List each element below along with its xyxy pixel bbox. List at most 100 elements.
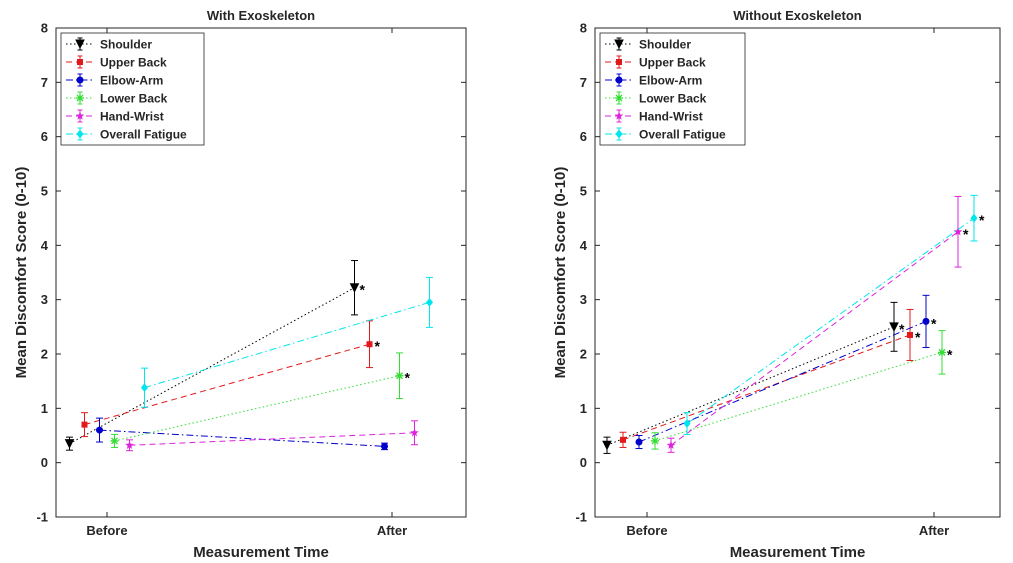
data-point bbox=[64, 439, 75, 449]
significance-star: * bbox=[979, 212, 985, 228]
data-point bbox=[651, 436, 659, 445]
y-tick-label: 8 bbox=[41, 21, 48, 36]
data-point bbox=[602, 440, 612, 451]
data-point bbox=[81, 421, 88, 428]
legend-marker bbox=[75, 111, 85, 120]
legend-label: Overall Fatigue bbox=[639, 128, 726, 142]
series-upper-back: * bbox=[81, 320, 381, 438]
series-lower-back: * bbox=[651, 330, 953, 450]
legend-item: Upper Back bbox=[605, 55, 706, 70]
data-point bbox=[395, 371, 404, 380]
significance-star: * bbox=[947, 346, 953, 362]
legend-box bbox=[599, 32, 746, 146]
legend-label: Shoulder bbox=[639, 38, 691, 52]
significance-star: * bbox=[360, 282, 366, 298]
legend-marker bbox=[76, 94, 84, 102]
legend-label: Lower Back bbox=[100, 92, 168, 106]
data-point bbox=[426, 297, 433, 307]
chart-title: With Exoskeleton bbox=[207, 8, 315, 23]
y-tick-label: 5 bbox=[41, 184, 48, 199]
legend-item: Hand-Wrist bbox=[66, 109, 164, 124]
legend-label: Elbow-Arm bbox=[100, 74, 163, 88]
legend-label: Elbow-Arm bbox=[639, 74, 702, 88]
legend-item: Upper Back bbox=[66, 55, 167, 70]
data-point bbox=[683, 419, 691, 429]
legend-marker bbox=[75, 39, 85, 50]
data-point bbox=[141, 383, 148, 393]
y-tick-label: 1 bbox=[41, 401, 48, 416]
x-axis-label: Measurement Time bbox=[730, 544, 866, 561]
y-tick-label: 0 bbox=[41, 455, 48, 470]
significance-star: * bbox=[963, 226, 969, 242]
data-point bbox=[366, 341, 373, 348]
significance-star: * bbox=[931, 315, 937, 331]
legend-label: Hand-Wrist bbox=[639, 110, 703, 124]
data-point bbox=[125, 440, 134, 449]
chart-panel-1: -1 0 1 2 3 4 5 6 7 8 Before After With Exoskeleton Me… bbox=[13, 8, 467, 561]
y-tick-label: 7 bbox=[41, 75, 48, 90]
data-point bbox=[635, 438, 643, 446]
y-tick-label: 7 bbox=[580, 75, 587, 90]
data-point bbox=[666, 440, 676, 449]
legend-item: Lower Back bbox=[66, 91, 168, 106]
legend-marker bbox=[615, 94, 623, 102]
legend: Shoulder Upper Back Elbow-Arm Lower Back Han… bbox=[60, 32, 205, 146]
series-overall-fatigue bbox=[141, 276, 433, 408]
y-tick-label: 3 bbox=[580, 292, 587, 307]
y-tick-label: 8 bbox=[580, 21, 587, 36]
y-tick-label: 4 bbox=[41, 238, 49, 253]
legend-label: Shoulder bbox=[100, 38, 152, 52]
data-point bbox=[96, 426, 103, 434]
y-tick-label: 2 bbox=[41, 347, 48, 362]
legend-item: Overall Fatigue bbox=[66, 127, 187, 142]
y-tick-label: 0 bbox=[580, 455, 587, 470]
significance-star: * bbox=[405, 370, 411, 386]
x-tick-label: After bbox=[377, 523, 407, 538]
legend-marker bbox=[614, 111, 624, 120]
data-point bbox=[907, 331, 913, 338]
legend-item: Shoulder bbox=[66, 37, 152, 52]
y-axis-label: Mean Discomfort Score (0-10) bbox=[13, 167, 30, 379]
legend-label: Overall Fatigue bbox=[100, 128, 187, 142]
data-point bbox=[620, 436, 626, 443]
series-line bbox=[129, 432, 415, 446]
legend-item: Lower Back bbox=[605, 91, 707, 106]
series-line bbox=[99, 429, 385, 447]
data-point bbox=[349, 283, 360, 293]
series-line bbox=[686, 217, 975, 424]
series-overall-fatigue: * bbox=[683, 194, 985, 435]
series-line bbox=[638, 320, 927, 443]
series-upper-back: * bbox=[619, 308, 921, 448]
data-point bbox=[938, 348, 946, 357]
series-line bbox=[622, 334, 911, 441]
legend-label: Upper Back bbox=[100, 56, 167, 70]
legend-marker bbox=[615, 76, 623, 84]
data-point bbox=[381, 442, 388, 450]
significance-star: * bbox=[899, 321, 905, 337]
legend-box bbox=[60, 32, 205, 146]
significance-star: * bbox=[375, 338, 381, 354]
legend-label: Upper Back bbox=[639, 56, 706, 70]
legend-marker bbox=[76, 129, 84, 139]
data-point bbox=[410, 428, 419, 437]
series-line bbox=[114, 375, 400, 442]
x-tick-label: Before bbox=[626, 523, 667, 538]
data-point bbox=[953, 227, 963, 236]
y-tick-label: 5 bbox=[580, 184, 587, 199]
legend-item: Overall Fatigue bbox=[605, 127, 726, 142]
chart-panel-2: -1 0 1 2 3 4 5 6 7 8 Before After Without Exoskeleto… bbox=[552, 8, 1001, 561]
series-elbow-arm: * bbox=[635, 294, 937, 450]
series-line bbox=[144, 301, 430, 389]
data-point bbox=[110, 436, 119, 445]
legend-marker bbox=[614, 39, 624, 50]
y-tick-label: 1 bbox=[580, 401, 587, 416]
x-axis-label: Measurement Time bbox=[193, 544, 329, 561]
legend-marker bbox=[616, 59, 622, 65]
y-tick-label: 4 bbox=[580, 238, 588, 253]
legend-marker bbox=[615, 129, 623, 139]
legend-marker bbox=[77, 59, 83, 65]
legend-marker bbox=[76, 76, 84, 84]
series-lower-back: * bbox=[110, 352, 411, 448]
x-tick-label: After bbox=[919, 523, 949, 538]
y-tick-label: 6 bbox=[41, 129, 48, 144]
